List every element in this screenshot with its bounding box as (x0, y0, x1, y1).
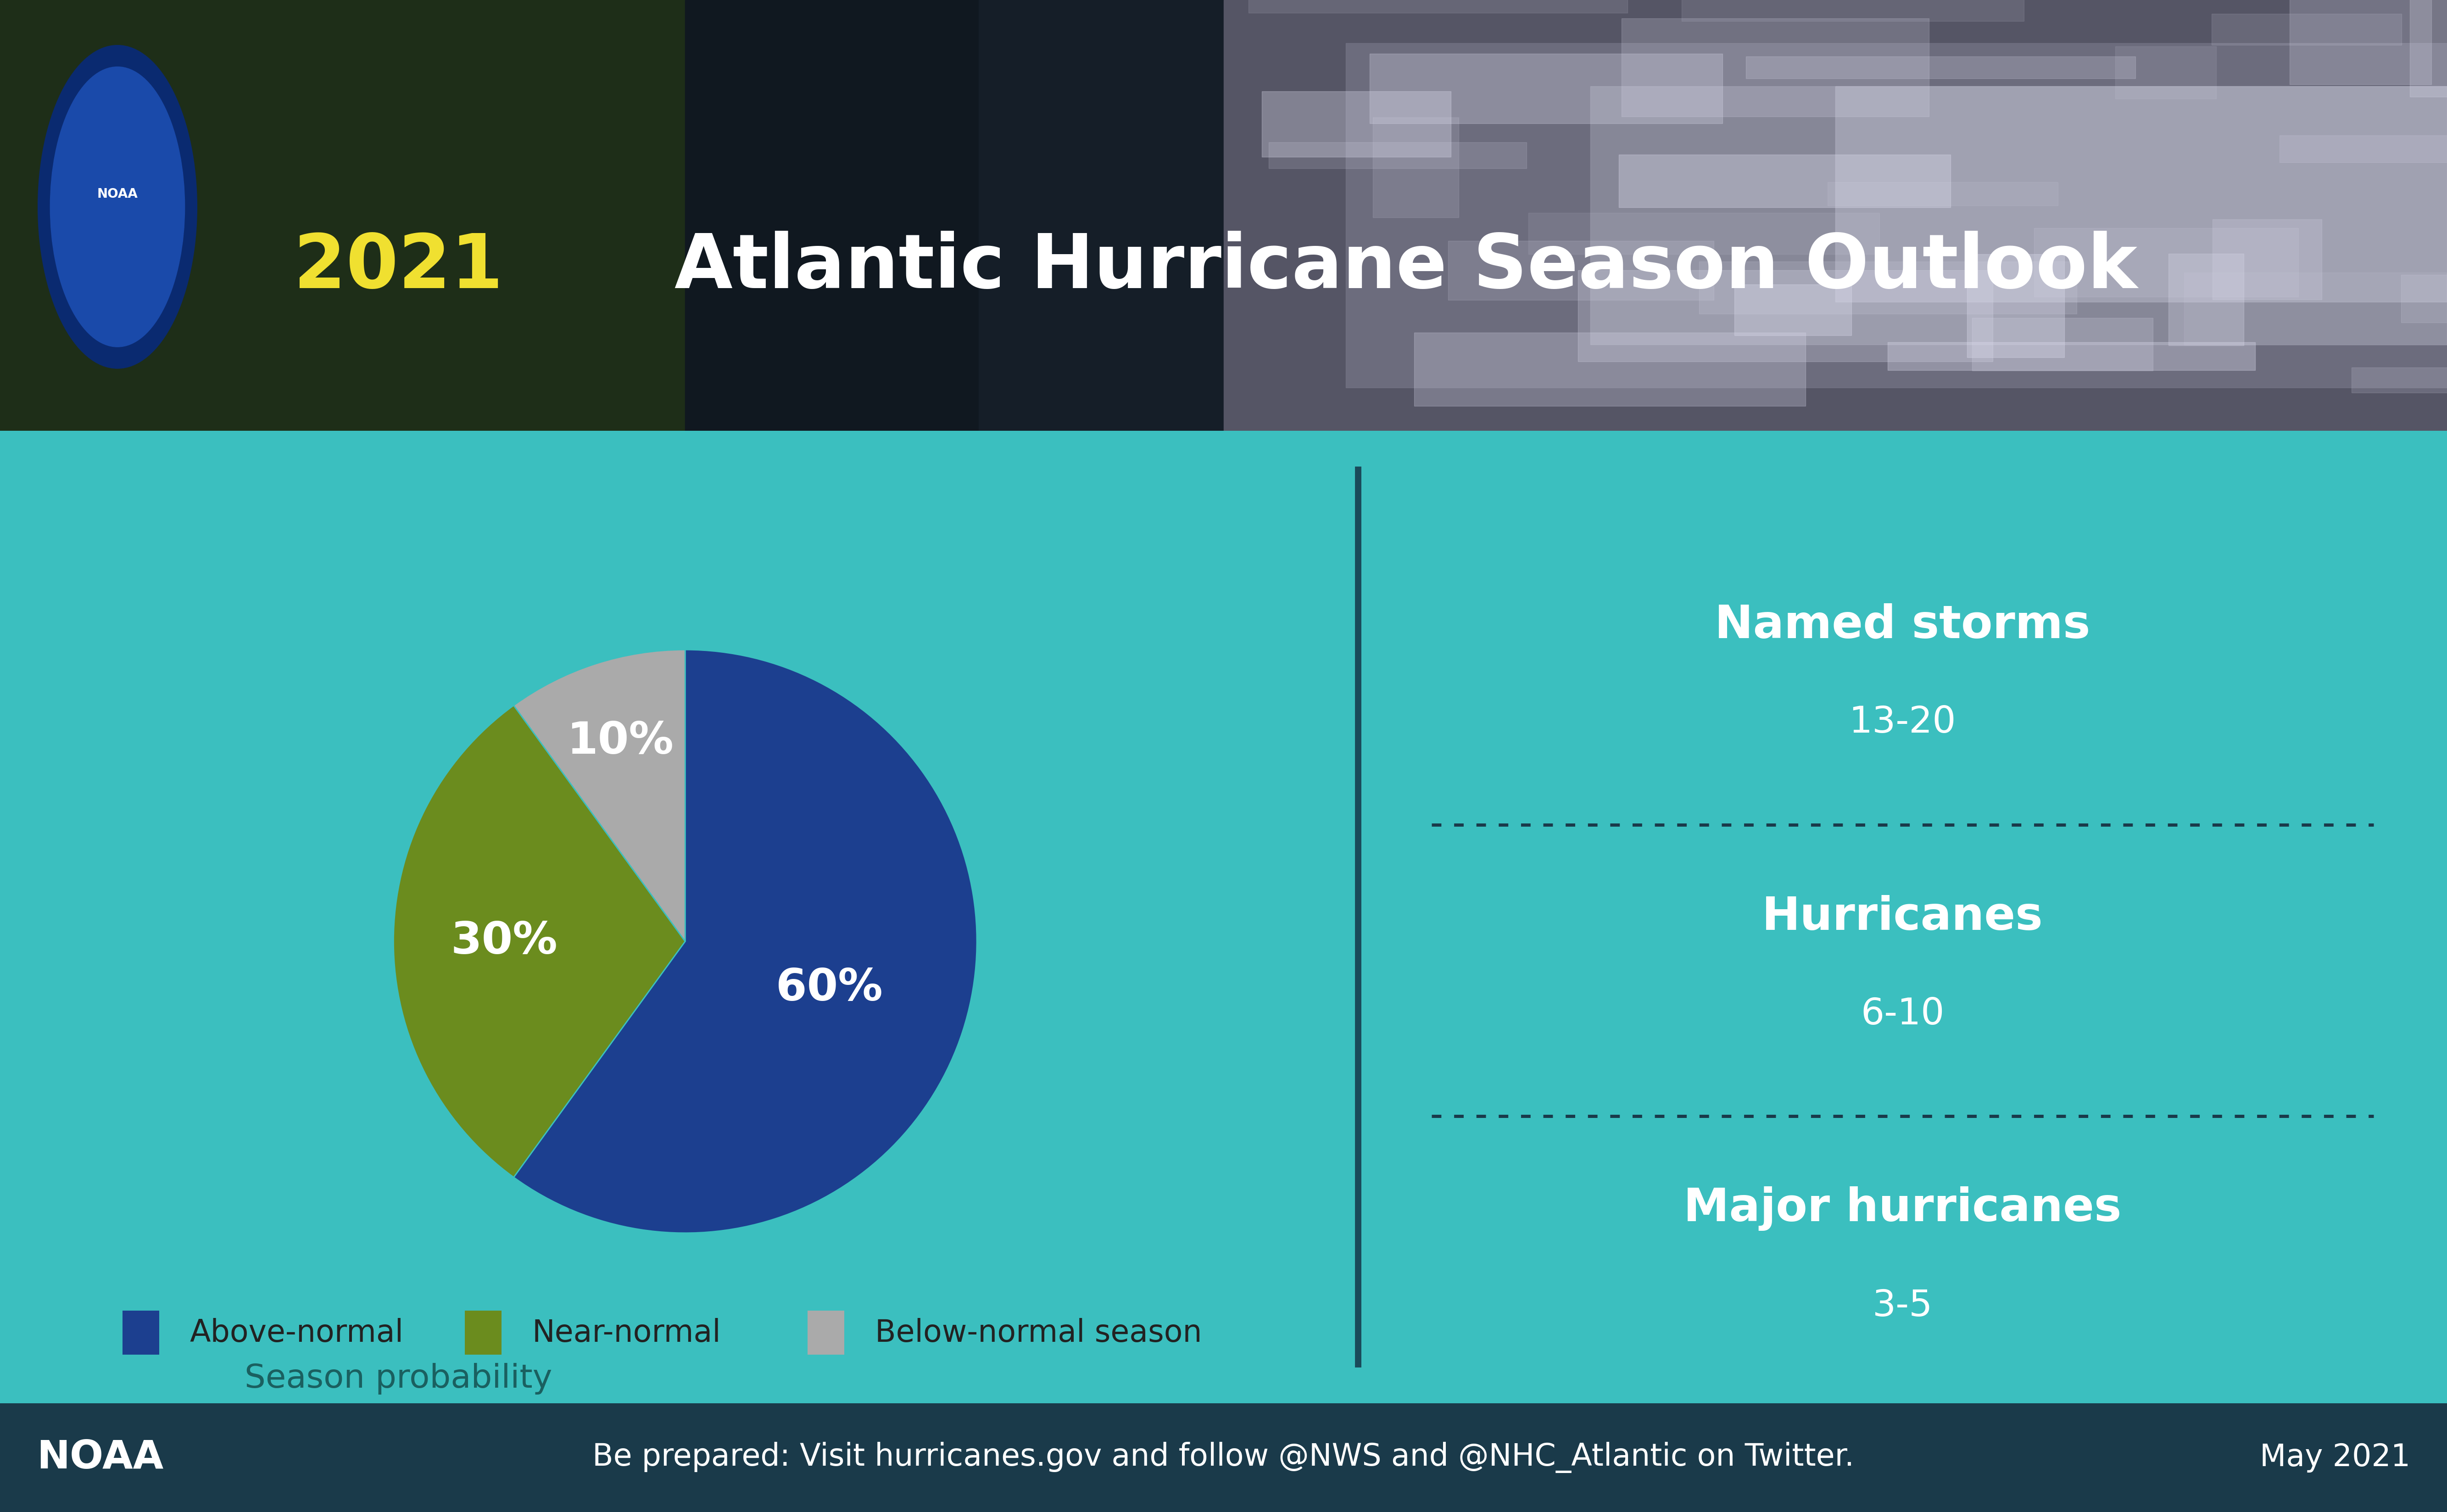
Wedge shape (394, 706, 685, 1178)
Bar (465, 1311, 502, 1355)
Bar (1373, 118, 1458, 218)
Bar (1449, 240, 1713, 299)
Bar (979, 0, 1224, 431)
Bar (2212, 14, 2401, 45)
Bar (2168, 254, 2244, 345)
Text: NOAA: NOAA (98, 187, 137, 200)
Text: Named storms: Named storms (1715, 603, 2090, 647)
Bar (2185, 272, 2447, 345)
Text: Above-normal: Above-normal (191, 1318, 404, 1349)
Ellipse shape (37, 45, 198, 369)
Bar (1887, 342, 2256, 370)
Text: Be prepared: Visit hurricanes.gov and follow @NWS and @NHC_Atlantic on Twitter.: Be prepared: Visit hurricanes.gov and fo… (592, 1442, 1855, 1473)
Bar (2281, 135, 2447, 162)
Bar (1622, 18, 1928, 116)
Text: 3-5: 3-5 (1872, 1288, 1933, 1325)
Bar (1967, 254, 2065, 357)
Bar (2033, 228, 2298, 296)
Bar (1224, 0, 2447, 431)
Bar (685, 0, 979, 431)
Text: 30%: 30% (450, 919, 558, 963)
Text: 10%: 10% (568, 720, 673, 764)
Bar (1972, 318, 2153, 370)
Text: Below-normal season: Below-normal season (876, 1318, 1201, 1349)
Bar (1681, 0, 2024, 21)
Text: Hurricanes: Hurricanes (1762, 895, 2043, 939)
Bar (1268, 142, 1527, 168)
Bar (2401, 275, 2447, 322)
Text: May 2021: May 2021 (2259, 1442, 2410, 1473)
Text: Near-normal: Near-normal (533, 1318, 722, 1349)
Bar (1735, 284, 1852, 336)
Bar (1248, 0, 1627, 14)
Bar (0, 0, 685, 431)
Bar (1578, 271, 1992, 361)
Bar (2352, 367, 2447, 393)
Text: Atlantic Hurricane Season Outlook: Atlantic Hurricane Season Outlook (648, 231, 2136, 304)
Bar (1591, 86, 2447, 345)
Bar (1263, 91, 1451, 157)
Bar (2410, 0, 2447, 97)
Wedge shape (514, 650, 685, 942)
Bar (1414, 333, 1806, 405)
Text: 13-20: 13-20 (1850, 705, 1955, 741)
Bar (1370, 53, 1723, 124)
Wedge shape (514, 650, 976, 1232)
Bar (1698, 262, 2078, 314)
Bar (1529, 213, 1879, 254)
Text: Major hurricanes: Major hurricanes (1684, 1187, 2122, 1231)
Ellipse shape (49, 67, 186, 346)
Bar (1828, 181, 2058, 206)
Bar (808, 1311, 844, 1355)
Bar (1835, 86, 2447, 302)
Bar (1747, 56, 2136, 79)
Text: NOAA: NOAA (37, 1438, 164, 1477)
Bar (1346, 42, 2447, 387)
Text: 2021: 2021 (294, 231, 504, 304)
Text: Season probability: Season probability (245, 1362, 553, 1394)
Bar (122, 1311, 159, 1355)
Text: 60%: 60% (776, 966, 883, 1010)
Text: 6-10: 6-10 (1860, 996, 1945, 1033)
Bar (2212, 219, 2322, 299)
Bar (2290, 0, 2432, 85)
Bar (2117, 47, 2217, 98)
Bar (1620, 154, 1950, 207)
